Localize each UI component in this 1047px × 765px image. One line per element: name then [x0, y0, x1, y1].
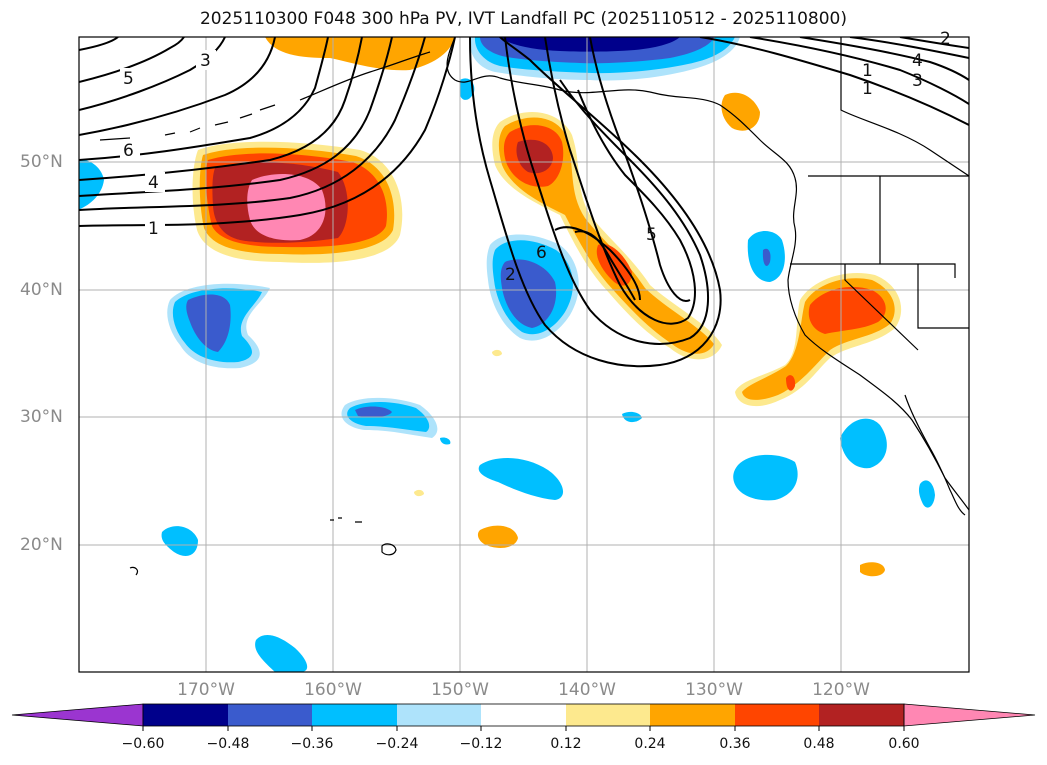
lon-label: 140°W	[558, 680, 616, 700]
contour-label: 1	[862, 79, 873, 99]
lon-label: 160°W	[304, 680, 362, 700]
colorbar-tick-label: 0.12	[550, 736, 582, 752]
map-frame	[78, 36, 970, 673]
contour-label-group: 3 5 6 4 1 2 6 5 2 4 3 1 1	[120, 29, 951, 285]
lon-label: 150°W	[431, 680, 489, 700]
negative-anomaly-region	[167, 283, 270, 369]
colorbar-tick-label: −0.60	[121, 736, 165, 752]
positive-anomaly-region	[265, 37, 885, 577]
positive-anomaly-region	[192, 141, 403, 263]
contour-label: 5	[123, 69, 134, 89]
colorbar-tick-label: −0.12	[459, 736, 503, 752]
colorbar-tick-label: 0.60	[888, 736, 920, 752]
colorbar-max-extension	[903, 703, 1036, 727]
contour-label: 1	[862, 61, 873, 81]
lat-label: 40°N	[20, 280, 63, 300]
map-title: 2025110300 F048 300 hPa PV, IVT Landfall…	[199, 9, 847, 29]
colorbar	[11, 703, 1036, 731]
negative-anomaly-region	[460, 37, 740, 100]
lat-label: 30°N	[20, 407, 63, 427]
lat-label: 20°N	[20, 535, 63, 555]
colorbar-tick-label: 0.24	[634, 736, 666, 752]
contour-label: 3	[912, 71, 923, 91]
lat-label: 50°N	[20, 152, 63, 172]
colorbar-tick-label: 0.36	[719, 736, 751, 752]
contour-label: 4	[148, 173, 159, 193]
colorbar-tick-label: −0.24	[375, 736, 419, 752]
contour-label: 2	[505, 265, 516, 285]
contour-label: 5	[646, 225, 657, 245]
negative-anomaly-region	[79, 159, 935, 672]
lon-label: 130°W	[685, 680, 743, 700]
negative-anomaly-region	[486, 234, 579, 341]
contour-label: 3	[200, 51, 211, 71]
contour-label: 6	[123, 141, 134, 161]
colorbar-tick-label: −0.48	[206, 736, 250, 752]
positive-anomaly-region	[735, 272, 902, 407]
contour-label: 6	[536, 243, 547, 263]
contour-label: 1	[148, 219, 159, 239]
colorbar-tick-label: −0.36	[290, 736, 334, 752]
gridlines	[79, 37, 969, 672]
coastline	[99, 37, 969, 576]
colorbar-min-extension	[11, 703, 144, 727]
contour-label: 4	[912, 51, 923, 71]
contour-label: 2	[940, 29, 951, 49]
lon-label: 170°W	[177, 680, 235, 700]
colorbar-tick-label: 0.48	[803, 736, 835, 752]
lon-label: 120°W	[812, 680, 870, 700]
